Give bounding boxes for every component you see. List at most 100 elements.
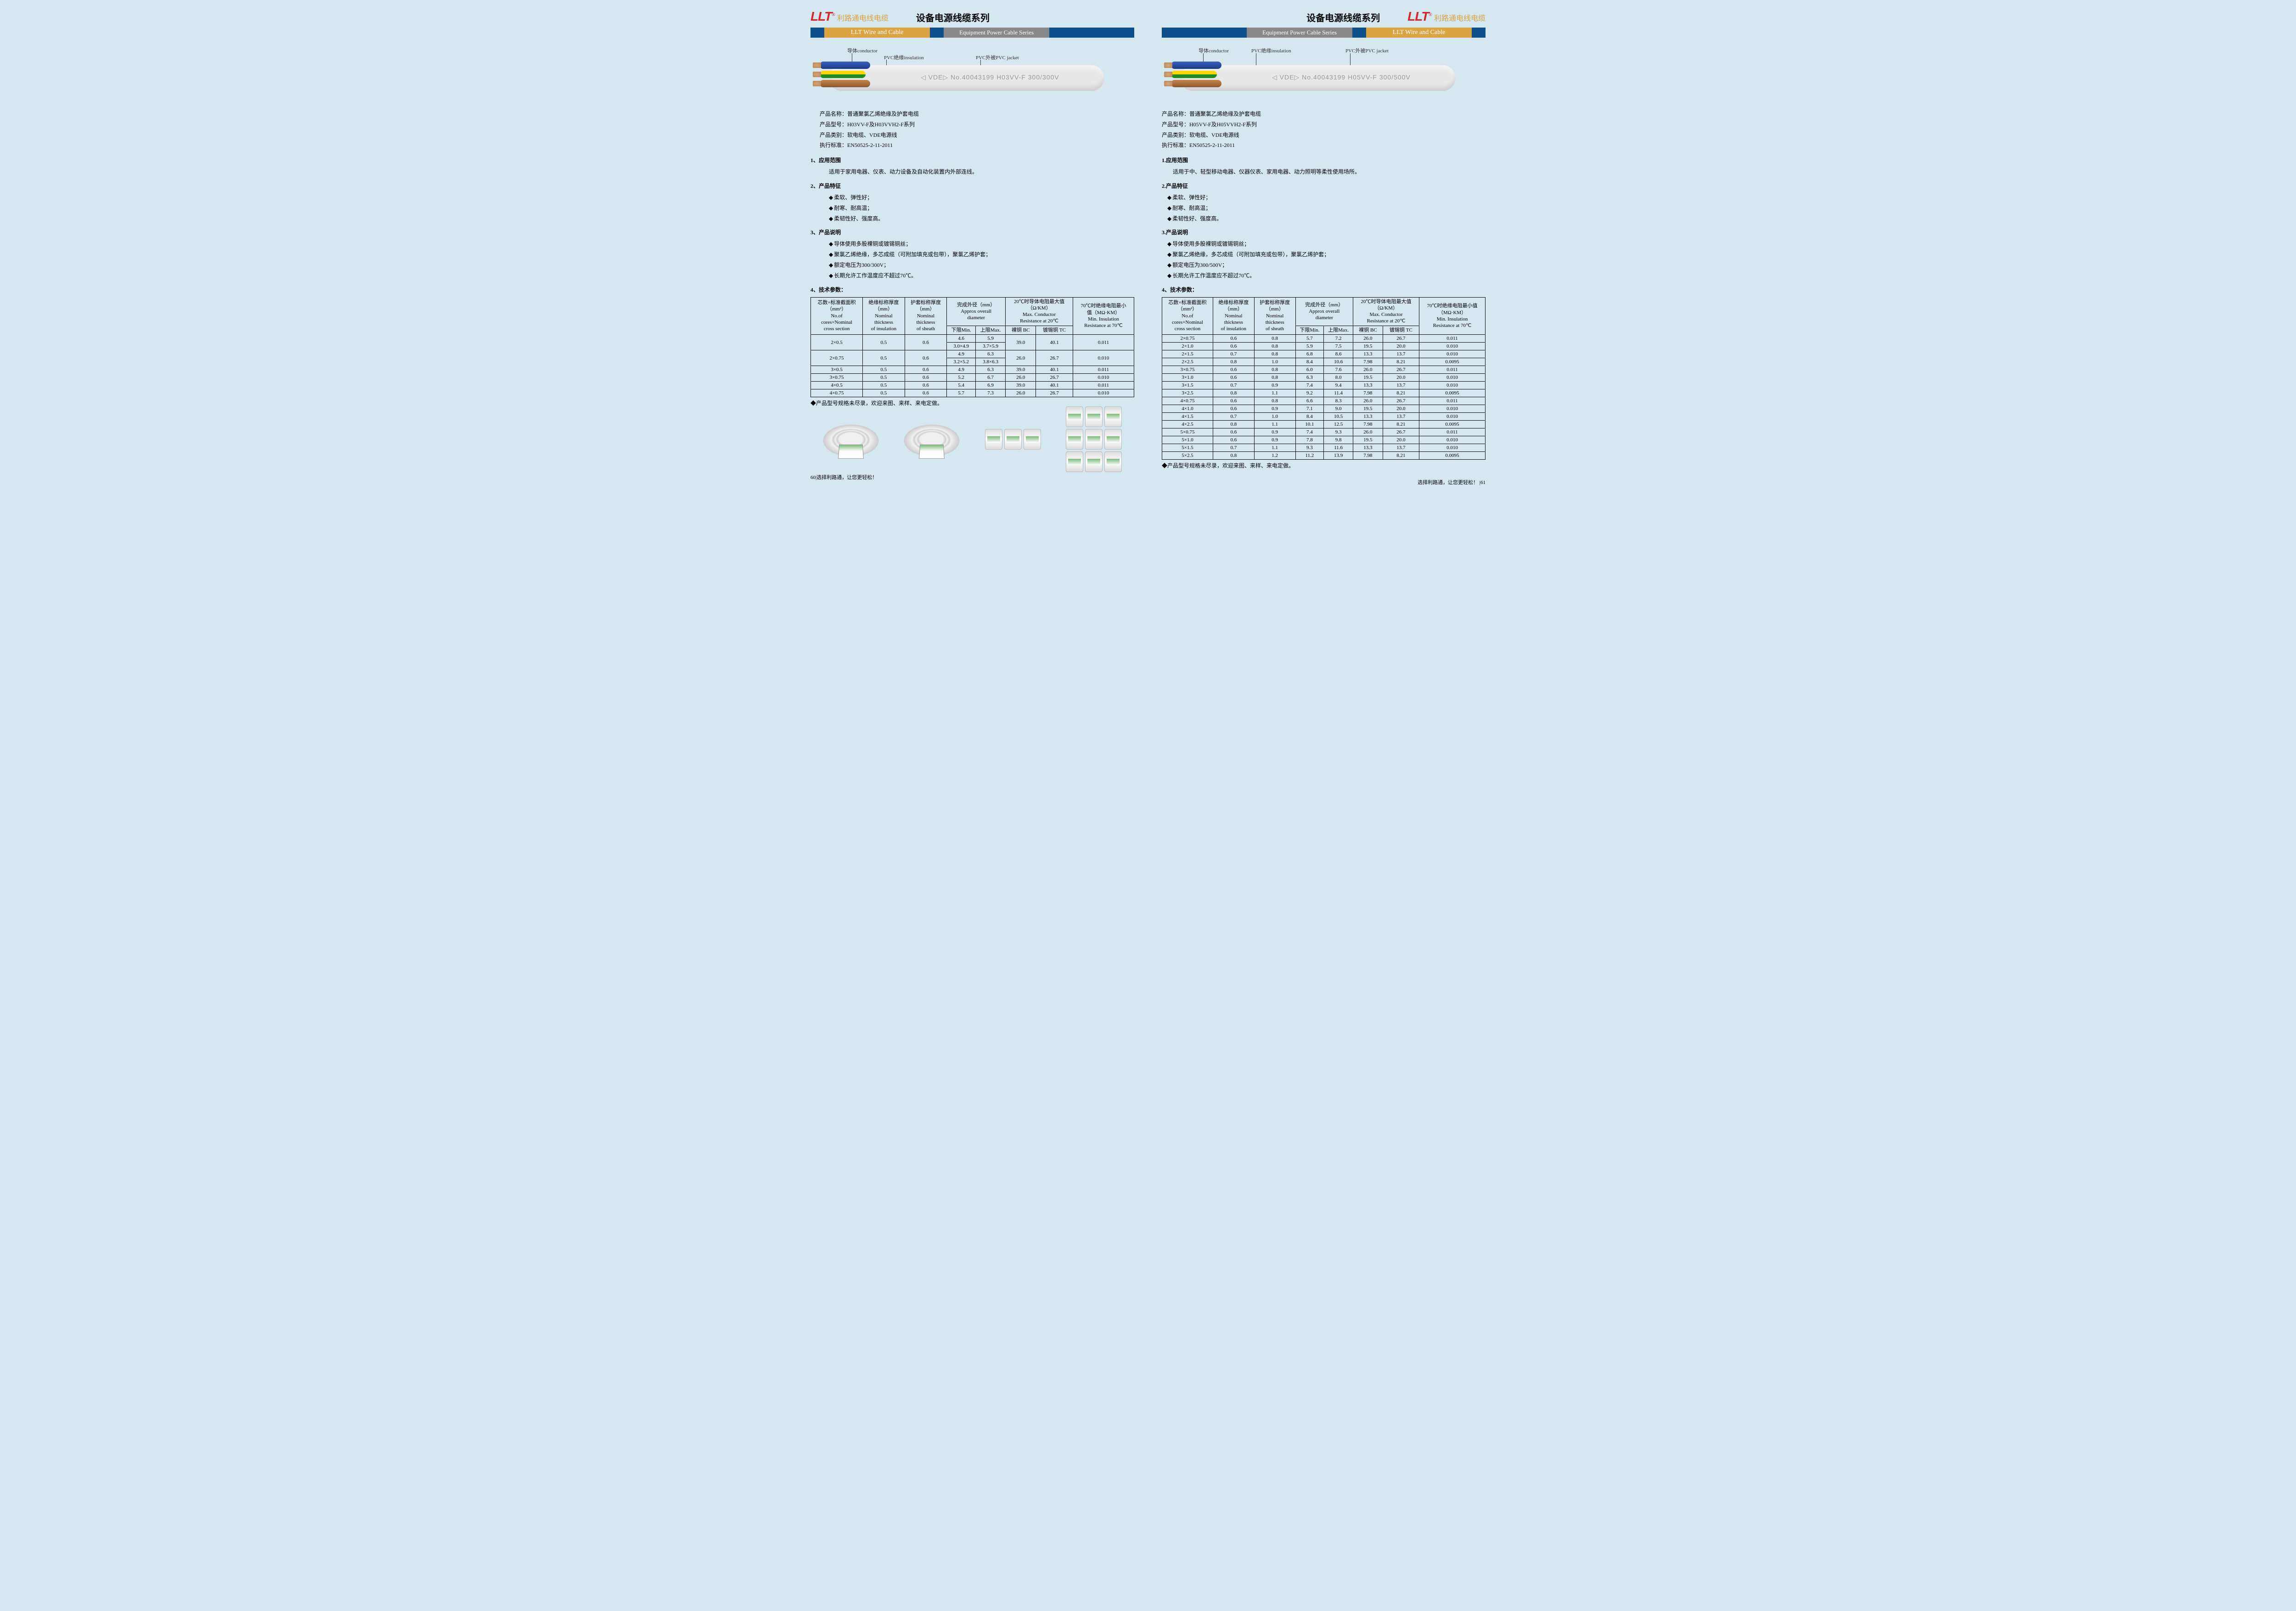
logo-block: LLT ® 利路通电线电缆 <box>1407 9 1486 24</box>
section-3-title: 3.产品说明 <box>1162 228 1486 236</box>
section-3-list: 导体使用多股裸铜或镀锡铜丝；聚氯乙烯绝缘，多芯成缆（可附加填充或包带），聚氯乙烯… <box>1167 239 1486 281</box>
logo-block: LLT ® 利路通电线电缆 <box>810 9 889 24</box>
table-note-right: 产品型号规格未尽录，欢迎来图、来样、来电定做。 <box>1162 462 1486 469</box>
table-row: 3×0.750.50.65.26.726.026.70.010 <box>811 374 1134 382</box>
bar-gold: LLT Wire and Cable <box>1366 28 1472 38</box>
wire-brown <box>1171 80 1221 87</box>
table-row: 4×2.50.81.110.112.57.988.210.0095 <box>1162 421 1486 428</box>
th-size: 芯数×标准截面积（mm²）No.ofcores×Nominalcross sec… <box>811 297 863 334</box>
bullet-item: 额定电压为300/300V； <box>829 260 1134 270</box>
bullet-item: 柔韧性好、强度高。 <box>829 214 1134 224</box>
section-2-title: 2、产品特征 <box>810 182 1134 190</box>
section-3-list: 导体使用多股裸铜或镀锡铜丝；聚氯乙烯绝缘，多芯成缆（可附加填充或包带），聚氯乙烯… <box>829 239 1134 281</box>
table-row: 3×1.00.60.86.38.019.520.00.010 <box>1162 374 1486 382</box>
header-bar-left: LLT Wire and Cable Equipment Power Cable… <box>810 28 1134 38</box>
page-number-left: 60|选择利路通，让您更轻松！ <box>810 473 877 481</box>
conductor-tip <box>1164 62 1172 68</box>
logo-reg: ® <box>1429 12 1432 17</box>
footer-left: 60|选择利路通，让您更轻松！ <box>810 473 1134 481</box>
table-row: 5×0.750.60.97.49.326.026.70.011 <box>1162 428 1486 436</box>
label-name: 产品名称： <box>1162 109 1189 119</box>
series-title-cn: 设备电源线缆系列 <box>1306 11 1380 24</box>
th-bc: 裸铜 BC <box>1353 326 1383 334</box>
bullet-item: 柔韧性好、强度高。 <box>1167 214 1486 224</box>
bar-blue-segment <box>930 28 944 38</box>
table-row: 3×1.50.70.97.49.413.313.70.010 <box>1162 382 1486 389</box>
value-category: 软电缆、VDE电源线 <box>847 130 897 141</box>
header-right: 设备电源线缆系列 LLT ® 利路通电线电缆 <box>1162 9 1486 24</box>
table-row: 2×2.50.81.08.410.67.988.210.0095 <box>1162 358 1486 366</box>
conductor-tip <box>813 62 821 68</box>
cable-jacket: ◁ VDE▷ No.40043199 H03VV-F 300/300V <box>829 65 1104 91</box>
bar-blue-segment <box>1472 28 1486 38</box>
section-2-list: 柔软、弹性好；耐寒、耐高温；柔韧性好、强度高。 <box>1167 192 1486 224</box>
spec-tbody-left: 2×0.50.50.64.65.939.040.10.0113.0×4.93.7… <box>811 335 1134 397</box>
conductor-tip <box>813 72 821 77</box>
page-number-right: 选择利路通，让您更轻松！ |61 <box>1418 479 1486 486</box>
bullet-item: 聚氯乙烯绝缘，多芯成缆（可附加填充或包带），聚氯乙烯护套； <box>1167 249 1486 260</box>
value-standard: EN50525-2-11-2011 <box>1189 140 1235 151</box>
table-row: 3×0.750.60.86.07.626.026.70.011 <box>1162 366 1486 374</box>
th-resistance: 20℃时导体电阻最大值（Ω/KM）Max. ConductorResistanc… <box>1353 297 1419 326</box>
table-row: 2×1.00.60.85.97.519.520.00.010 <box>1162 343 1486 350</box>
table-row: 2×0.750.50.64.96.326.026.70.010 <box>811 350 1134 358</box>
bar-gray: Equipment Power Cable Series <box>944 28 1049 38</box>
table-row: 4×0.750.50.65.77.326.026.70.010 <box>811 389 1134 397</box>
bullet-item: 导体使用多股裸铜或镀锡铜丝； <box>1167 239 1486 249</box>
header-bar-right: Equipment Power Cable Series LLT Wire an… <box>1162 28 1486 38</box>
label-name: 产品名称： <box>820 109 847 119</box>
bullet-item: 耐寒、耐高温； <box>829 203 1134 214</box>
wire-green-yellow <box>1171 71 1217 78</box>
bullet-item: 聚氯乙烯绝缘，多芯成缆（可附加填充或包带），聚氯乙烯护套； <box>829 249 1134 260</box>
logo-text: LLT <box>810 9 832 24</box>
value-name: 普通聚氯乙烯绝缘及护套电缆 <box>1189 109 1261 119</box>
catalog-spread: LLT ® 利路通电线电缆 设备电源线缆系列 LLT Wire and Cabl… <box>797 0 1499 490</box>
spec-tbody-right: 2×0.750.60.85.77.226.026.70.0112×1.00.60… <box>1162 335 1486 460</box>
bar-blue-segment <box>810 28 824 38</box>
th-insulation: 绝缘标称厚度（mm）Nominalthicknessof insulation <box>1213 297 1254 334</box>
table-row: 2×1.50.70.86.88.613.313.70.010 <box>1162 350 1486 358</box>
cable-diagram-right: 导体conductor PVC绝缘insulation PVC外被PVC jac… <box>1162 47 1486 102</box>
section-3-title: 3、产品说明 <box>810 228 1134 236</box>
cable-marking: ◁ VDE▷ No.40043199 H03VV-F 300/300V <box>921 73 1059 81</box>
bullet-item: 柔软、弹性好； <box>829 192 1134 203</box>
callout-jacket: PVC外被PVC jacket <box>1345 47 1389 54</box>
conductor-tip <box>1164 81 1172 86</box>
th-dmin: 下限Min. <box>1295 326 1324 334</box>
bullet-item: 长期允许工作温度应不超过70℃。 <box>1167 270 1486 281</box>
bullet-item: 额定电压为300/500V； <box>1167 260 1486 270</box>
th-dmin: 下限Min. <box>947 326 976 334</box>
section-1-title: 1、应用范围 <box>810 156 1134 164</box>
th-diameter: 完成外径（mm）Approx overalldiameter <box>1295 297 1353 326</box>
label-standard: 执行标准： <box>820 140 847 151</box>
bullet-item: 柔软、弹性好； <box>1167 192 1486 203</box>
product-coil-2 <box>897 414 966 464</box>
bar-blue-segment <box>1352 28 1366 38</box>
bullet-item: 长期允许工作温度应不超过70℃。 <box>829 270 1134 281</box>
label-category: 产品类别： <box>1162 130 1189 141</box>
conductor-tip <box>1164 72 1172 77</box>
table-row: 5×2.50.81.211.213.97.988.210.0095 <box>1162 452 1486 460</box>
th-tc: 镀锡铜 TC <box>1383 326 1419 334</box>
product-images <box>810 414 1134 464</box>
series-title-cn: 设备电源线缆系列 <box>916 11 990 24</box>
callout-insulation: PVC绝缘insulation <box>884 54 924 61</box>
page-left: LLT ® 利路通电线电缆 设备电源线缆系列 LLT Wire and Cabl… <box>797 0 1148 490</box>
table-row: 4×0.50.50.65.46.939.040.10.011 <box>811 382 1134 389</box>
page-right: 设备电源线缆系列 LLT ® 利路通电线电缆 Equipment Power C… <box>1148 0 1499 490</box>
bullet-item: 导体使用多股裸铜或镀锡铜丝； <box>829 239 1134 249</box>
product-info-left: 产品名称：普通聚氯乙烯绝缘及护套电缆 产品型号：H03VV-F及H03VVH2-… <box>820 109 1134 151</box>
section-2-title: 2.产品特征 <box>1162 182 1486 190</box>
table-row: 2×0.50.50.64.65.939.040.10.011 <box>811 335 1134 343</box>
callout-insulation: PVC绝缘insulation <box>1251 47 1291 54</box>
th-size: 芯数×标准截面积（mm²）No.ofcores×Nominalcross sec… <box>1162 297 1213 334</box>
table-row: 5×1.00.60.97.89.819.520.00.010 <box>1162 436 1486 444</box>
cable-jacket: ◁ VDE▷ No.40043199 H05VV-F 300/500V <box>1180 65 1456 91</box>
wire-blue <box>820 62 870 69</box>
th-sheath: 护套标称厚度（mm）Nominalthicknessof sheath <box>905 297 947 334</box>
section-4-title: 4、技术参数： <box>810 286 1134 293</box>
footer-right: 选择利路通，让您更轻松！ |61 <box>1162 479 1486 486</box>
table-row: 3×2.50.81.19.211.47.988.210.0095 <box>1162 389 1486 397</box>
bar-gold: LLT Wire and Cable <box>824 28 930 38</box>
table-row: 4×1.50.71.08.410.513.313.70.010 <box>1162 413 1486 421</box>
